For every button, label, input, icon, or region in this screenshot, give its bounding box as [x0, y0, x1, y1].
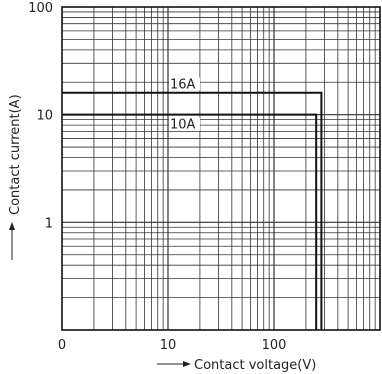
y-tick-label: 1 [45, 216, 53, 231]
series-line-10A [62, 113, 318, 330]
x-tick-label: 0 [58, 338, 66, 353]
y-axis-arrow [9, 222, 15, 260]
tick-labels: 0 10 100 1 10 100 [28, 1, 286, 353]
series-label-16A: 16A [170, 78, 196, 93]
series-label-10A: 10A [170, 118, 196, 133]
x-tick-label: 100 [262, 338, 287, 353]
y-tick-label: 10 [36, 109, 53, 124]
y-axis-label: Contact current(A) [8, 94, 23, 215]
x-axis-label: Contact voltage(V) [194, 358, 316, 373]
x-axis-arrow [157, 361, 191, 367]
x-tick-label: 10 [160, 338, 177, 353]
chart-series [62, 91, 323, 330]
plot-frame [61, 6, 381, 331]
series-label-bg [169, 77, 200, 91]
series-line-16A [62, 91, 323, 330]
series-label-bg [169, 117, 200, 131]
y-tick-label: 100 [28, 1, 53, 16]
chart-grid [61, 6, 381, 331]
series-labels: 16A 10A [169, 77, 200, 133]
